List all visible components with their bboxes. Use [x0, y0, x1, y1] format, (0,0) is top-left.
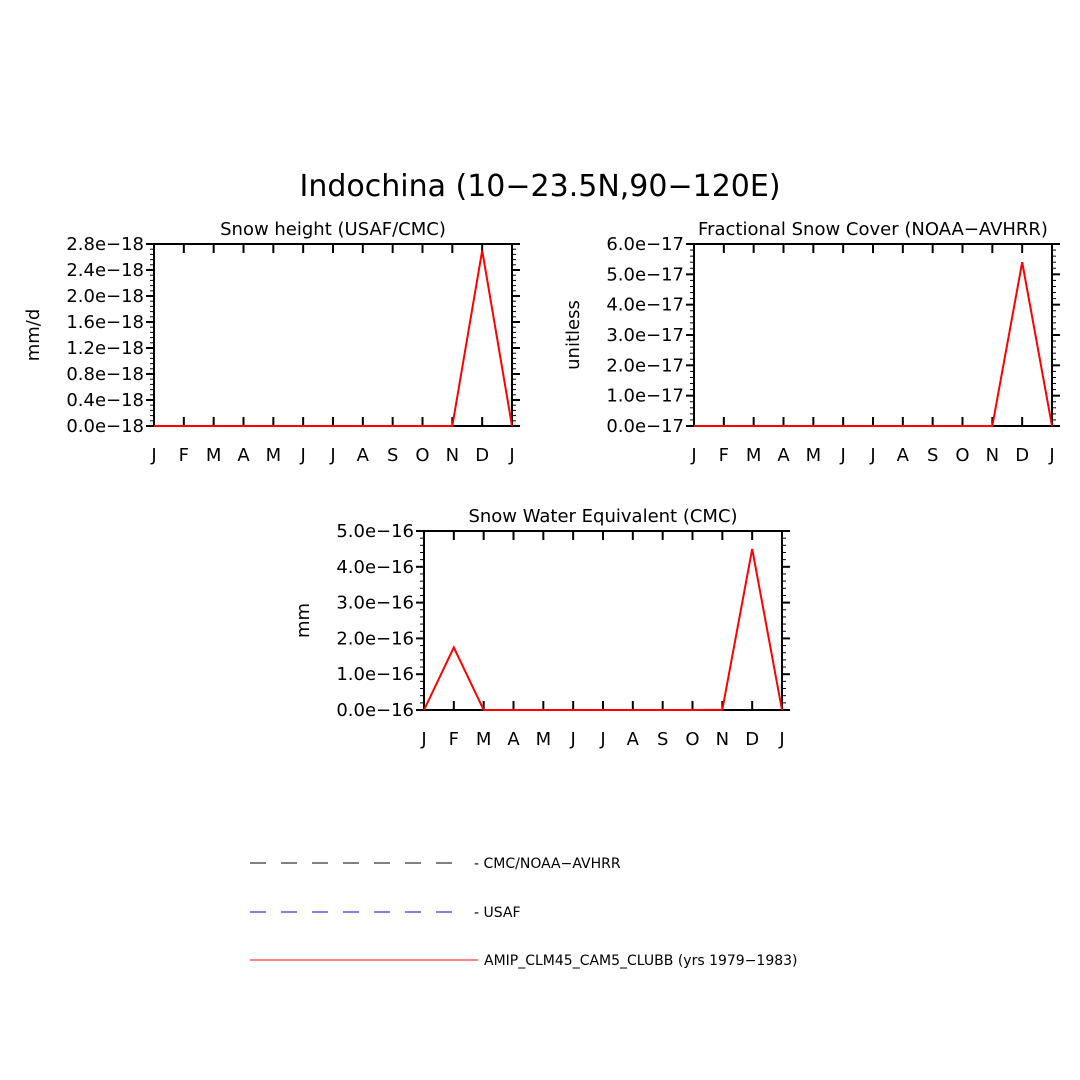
x-tick-label: D	[475, 445, 489, 466]
series-line-model	[694, 262, 1053, 427]
y-tick-label: 4.0e−16	[336, 557, 414, 578]
legend-label-cmc: - CMC/NOAA−AVHRR	[474, 856, 621, 872]
x-tick-label: M	[536, 729, 552, 750]
panel-title: Snow height (USAF/CMC)	[220, 219, 446, 240]
x-tick-label: A	[897, 445, 910, 466]
x-tick-label: J	[840, 445, 846, 466]
x-tick-label: J	[570, 729, 576, 750]
x-tick-label: O	[955, 445, 969, 466]
x-tick-label: M	[806, 445, 822, 466]
x-tick-label: M	[266, 445, 282, 466]
y-tick-label: 2.0e−16	[336, 628, 414, 649]
x-tick-label: J	[508, 445, 514, 466]
x-tick-label: A	[507, 729, 520, 750]
x-tick-label: F	[449, 729, 459, 750]
y-tick-label: 2.4e−18	[66, 260, 144, 281]
y-tick-label: 1.2e−18	[66, 338, 144, 359]
y-tick-label: 0.4e−18	[66, 390, 144, 411]
x-tick-label: F	[179, 445, 189, 466]
y-tick-label: 4.0e−17	[606, 295, 684, 316]
x-tick-label: J	[329, 445, 335, 466]
x-tick-label: O	[685, 729, 699, 750]
legend-label-usaf: - USAF	[474, 905, 521, 921]
y-axis-label: mm/d	[23, 309, 44, 362]
y-tick-label: 0.0e−17	[606, 416, 684, 437]
plot-frame	[693, 243, 1053, 427]
y-tick-label: 1.6e−18	[66, 312, 144, 333]
y-tick-label: 3.0e−16	[336, 593, 414, 614]
panel-snow-height: Snow height (USAF/CMC)J F M A M J J A S O N D J0.0e−…	[23, 219, 520, 466]
x-tick-label: O	[415, 445, 429, 466]
x-tick-label: M	[476, 729, 492, 750]
legend-label-model: AMIP_CLM45_CAM5_CLUBB (yrs 1979−1983)	[484, 953, 798, 969]
plot-frame	[423, 530, 783, 711]
x-tick-label: J	[420, 729, 426, 750]
y-tick-label: 2.0e−18	[66, 286, 144, 307]
x-tick-label: N	[986, 445, 999, 466]
y-tick-label: 2.8e−18	[66, 234, 144, 255]
x-tick-label: S	[657, 729, 668, 750]
x-tick-label: F	[719, 445, 729, 466]
x-tick-label: J	[599, 729, 605, 750]
x-tick-label: J	[300, 445, 306, 466]
y-tick-label: 2.0e−17	[606, 355, 684, 376]
x-tick-label: A	[237, 445, 250, 466]
y-axis-label: mm	[293, 603, 314, 638]
y-tick-label: 5.0e−17	[606, 264, 684, 285]
x-tick-label: D	[1015, 445, 1029, 466]
y-tick-label: 5.0e−16	[336, 521, 414, 542]
x-tick-label: A	[357, 445, 370, 466]
plot-frame	[153, 243, 513, 427]
y-axis-label: unitless	[563, 300, 584, 370]
x-tick-label: J	[1048, 445, 1054, 466]
panel-title: Snow Water Equivalent (CMC)	[468, 506, 737, 527]
x-tick-label: J	[690, 445, 696, 466]
x-tick-label: N	[716, 729, 729, 750]
y-tick-label: 0.0e−18	[66, 416, 144, 437]
y-tick-label: 1.0e−17	[606, 386, 684, 407]
panel-title: Fractional Snow Cover (NOAA−AVHRR)	[698, 219, 1048, 240]
x-tick-label: N	[446, 445, 459, 466]
x-tick-label: S	[927, 445, 938, 466]
x-tick-label: D	[745, 729, 759, 750]
y-tick-label: 6.0e−17	[606, 234, 684, 255]
series-line-model	[154, 250, 513, 427]
x-tick-label: J	[869, 445, 875, 466]
main-title: Indochina (10−23.5N,90−120E)	[299, 169, 780, 204]
y-tick-label: 3.0e−17	[606, 325, 684, 346]
legend: - CMC/NOAA−AVHRR - USAF AMIP_CLM45_CAM5_…	[250, 856, 798, 969]
series-line-model	[423, 548, 783, 711]
x-tick-label: J	[778, 729, 784, 750]
x-tick-label: A	[777, 445, 790, 466]
y-tick-label: 0.0e−16	[336, 700, 414, 721]
panel-fractional-snow-cover: Fractional Snow Cover (NOAA−AVHRR)J F M A M J…	[563, 219, 1060, 466]
x-tick-label: S	[387, 445, 398, 466]
y-tick-label: 0.8e−18	[66, 364, 144, 385]
x-tick-label: M	[206, 445, 222, 466]
panel-snow-water-equivalent: Snow Water Equivalent (CMC)J F M A M J J A S O N D J…	[293, 506, 790, 750]
x-tick-label: M	[746, 445, 762, 466]
x-tick-label: A	[627, 729, 640, 750]
y-tick-label: 1.0e−16	[336, 664, 414, 685]
x-tick-label: J	[150, 445, 156, 466]
